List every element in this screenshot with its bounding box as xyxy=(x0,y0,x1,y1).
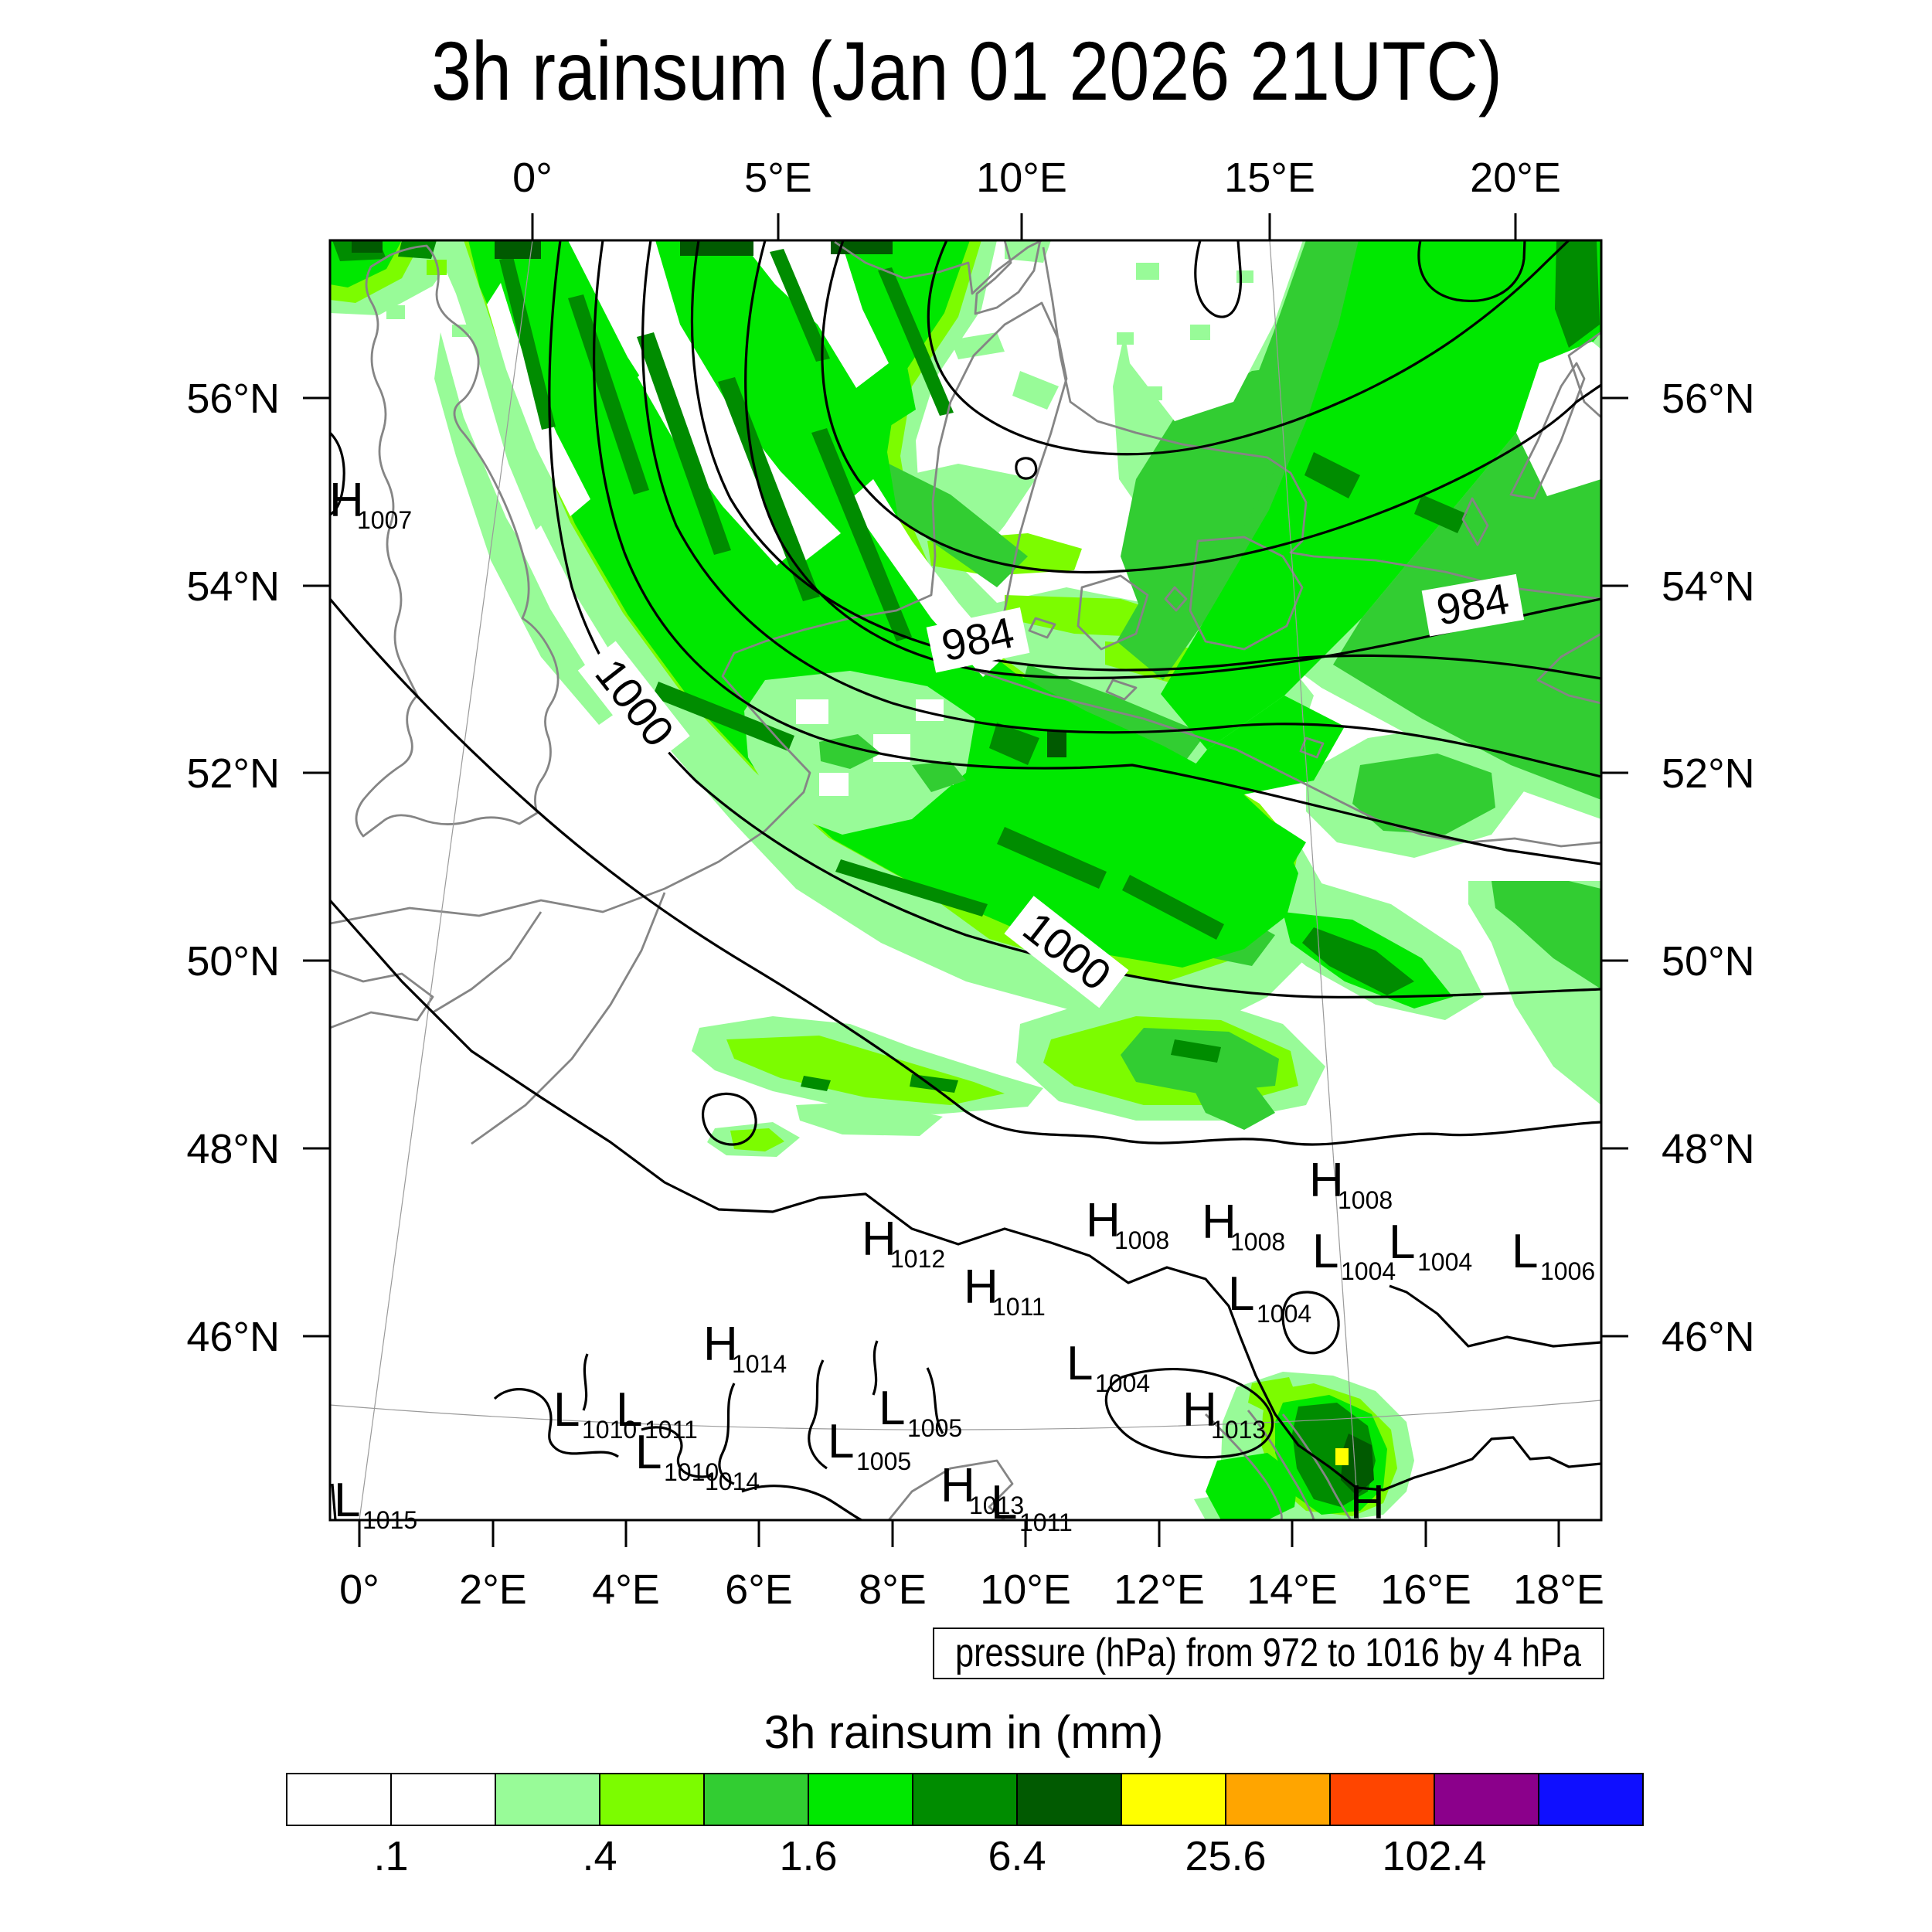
svg-text:L: L xyxy=(991,1476,1017,1529)
svg-text:4°E: 4°E xyxy=(592,1566,660,1613)
svg-text:14°E: 14°E xyxy=(1247,1566,1338,1613)
svg-text:H: H xyxy=(1182,1383,1217,1437)
svg-text:L: L xyxy=(553,1383,580,1437)
svg-text:46°N: 46°N xyxy=(1662,1314,1755,1360)
svg-text:.1: .1 xyxy=(373,1833,408,1879)
svg-text:1004: 1004 xyxy=(1417,1248,1472,1276)
svg-text:1014: 1014 xyxy=(732,1350,787,1378)
svg-text:56°N: 56°N xyxy=(186,376,280,422)
svg-text:3h rainsum (Jan 01 2026 21UTC): 3h rainsum (Jan 01 2026 21UTC) xyxy=(431,24,1502,117)
svg-text:50°N: 50°N xyxy=(1662,938,1755,985)
svg-text:1007: 1007 xyxy=(357,506,412,534)
svg-text:1004: 1004 xyxy=(1095,1369,1150,1397)
svg-text:48°N: 48°N xyxy=(186,1126,280,1172)
svg-text:54°N: 54°N xyxy=(186,563,280,610)
svg-text:L: L xyxy=(1389,1216,1415,1269)
svg-text:52°N: 52°N xyxy=(1662,750,1755,797)
svg-text:52°N: 52°N xyxy=(186,750,280,797)
svg-text:50°N: 50°N xyxy=(186,938,280,985)
svg-text:12°E: 12°E xyxy=(1114,1566,1205,1613)
svg-text:1004: 1004 xyxy=(1257,1300,1311,1328)
svg-text:H: H xyxy=(703,1318,738,1371)
svg-text:10°E: 10°E xyxy=(976,155,1067,201)
svg-text:6.4: 6.4 xyxy=(988,1833,1046,1879)
svg-text:H: H xyxy=(329,474,364,527)
svg-text:10°E: 10°E xyxy=(980,1566,1071,1613)
svg-text:L: L xyxy=(879,1382,905,1435)
svg-text:1013: 1013 xyxy=(1211,1416,1266,1444)
svg-text:6°E: 6°E xyxy=(725,1566,793,1613)
svg-text:1005: 1005 xyxy=(856,1447,911,1475)
svg-text:1014: 1014 xyxy=(705,1468,760,1495)
svg-text:1010: 1010 xyxy=(664,1458,719,1486)
svg-text:5°E: 5°E xyxy=(744,155,812,201)
svg-text:1005: 1005 xyxy=(907,1414,962,1442)
svg-text:56°N: 56°N xyxy=(1662,376,1755,422)
svg-text:46°N: 46°N xyxy=(186,1314,280,1360)
svg-text:18°E: 18°E xyxy=(1513,1566,1604,1613)
svg-text:1011: 1011 xyxy=(1019,1509,1073,1536)
svg-text:0°: 0° xyxy=(339,1566,379,1613)
svg-text:L: L xyxy=(1512,1225,1538,1278)
svg-text:1010: 1010 xyxy=(582,1416,637,1444)
svg-text:pressure (hPa) from 972 to 101: pressure (hPa) from 972 to 1016 by 4 hPa xyxy=(955,1631,1581,1675)
svg-text:102.4: 102.4 xyxy=(1382,1833,1486,1879)
svg-text:3h rainsum in (mm): 3h rainsum in (mm) xyxy=(764,1706,1164,1758)
svg-text:L: L xyxy=(635,1426,662,1479)
svg-text:1004: 1004 xyxy=(1341,1257,1396,1285)
svg-text:L: L xyxy=(1228,1267,1254,1321)
svg-text:1.6: 1.6 xyxy=(779,1833,837,1879)
svg-text:L: L xyxy=(1066,1337,1093,1390)
svg-text:1008: 1008 xyxy=(1114,1226,1169,1254)
svg-text:54°N: 54°N xyxy=(1662,563,1755,610)
svg-text:H: H xyxy=(940,1459,975,1512)
svg-text:0°: 0° xyxy=(512,155,553,201)
svg-text:L: L xyxy=(1312,1225,1338,1278)
svg-text:H: H xyxy=(1309,1154,1344,1207)
svg-text:L: L xyxy=(616,1383,642,1437)
svg-text:1011: 1011 xyxy=(992,1293,1046,1321)
svg-text:25.6: 25.6 xyxy=(1185,1833,1266,1879)
svg-text:.4: .4 xyxy=(582,1833,617,1879)
svg-text:L: L xyxy=(828,1415,854,1468)
svg-text:16°E: 16°E xyxy=(1380,1566,1471,1613)
svg-text:H: H xyxy=(1202,1196,1236,1249)
svg-text:H: H xyxy=(1350,1476,1385,1529)
svg-text:H: H xyxy=(1086,1194,1121,1247)
svg-text:1008: 1008 xyxy=(1230,1228,1285,1256)
svg-text:1011: 1011 xyxy=(645,1416,698,1444)
svg-text:20°E: 20°E xyxy=(1470,155,1561,201)
svg-text:L: L xyxy=(334,1474,360,1527)
svg-text:1006: 1006 xyxy=(1540,1257,1595,1285)
svg-text:8°E: 8°E xyxy=(859,1566,927,1613)
svg-text:1008: 1008 xyxy=(1338,1186,1393,1214)
svg-text:H: H xyxy=(964,1260,998,1314)
svg-text:H: H xyxy=(862,1213,896,1266)
svg-text:1013: 1013 xyxy=(969,1492,1024,1519)
svg-text:15°E: 15°E xyxy=(1224,155,1315,201)
svg-text:2°E: 2°E xyxy=(459,1566,527,1613)
svg-text:48°N: 48°N xyxy=(1662,1126,1755,1172)
svg-text:1012: 1012 xyxy=(890,1245,945,1273)
